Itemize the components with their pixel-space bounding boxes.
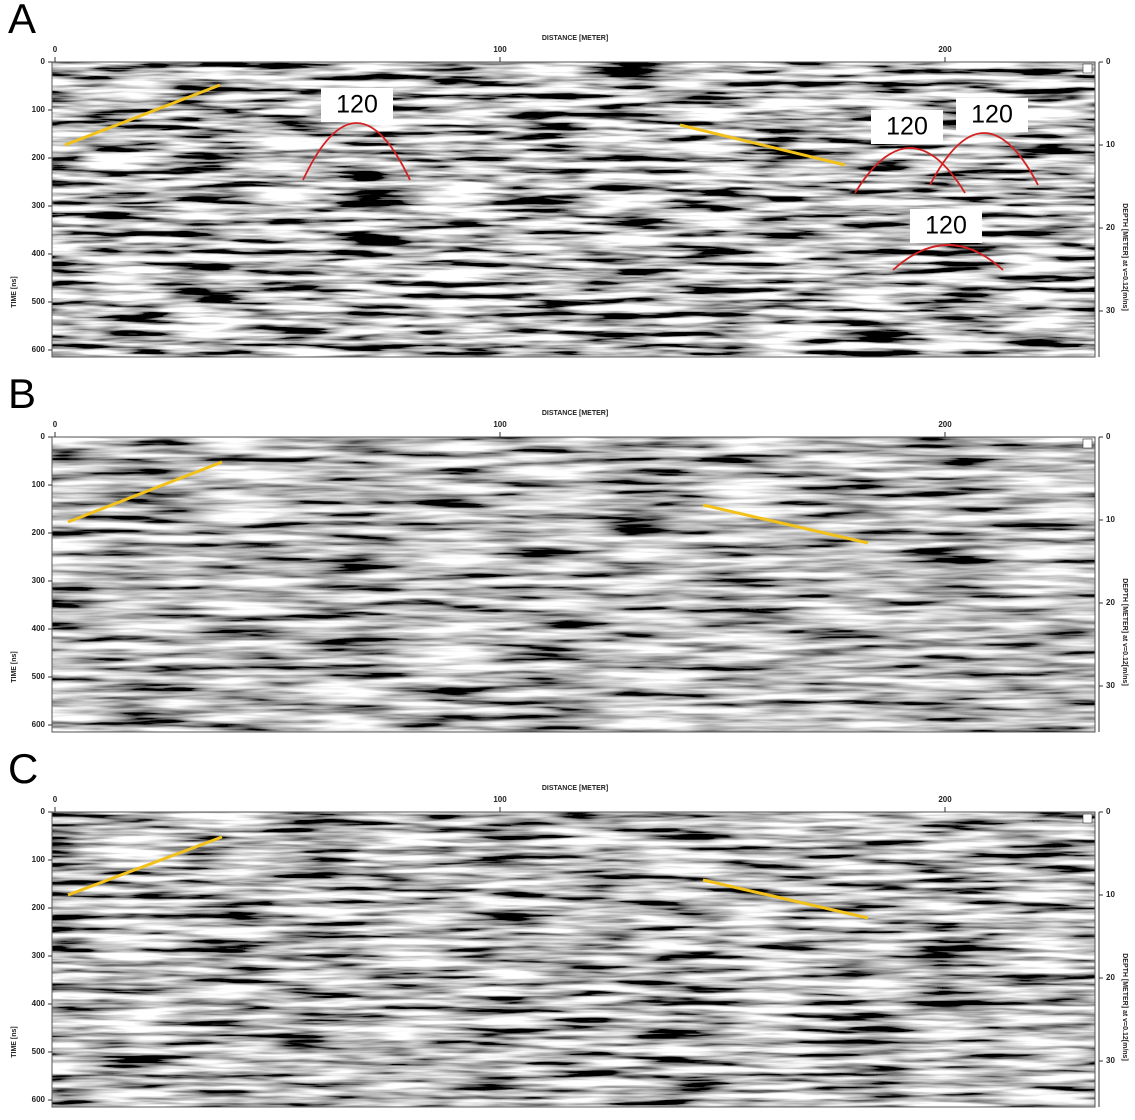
y-tick-label: 0 [41,807,46,816]
y-axis-label: TIME [ns] [11,651,18,683]
x-tick-label: 200 [938,795,952,804]
annotation-box [910,209,982,243]
y2-tick-label: 0 [1106,432,1111,441]
y-tick-label: 100 [32,105,46,114]
y-tick-label: 200 [32,153,46,162]
x-tick-label: 100 [493,420,507,429]
y2-tick-label: 0 [1106,57,1111,66]
y2-tick-label: 20 [1106,223,1115,232]
reflector-line [702,503,869,545]
y2-axis-label: DEPTH [METER] at v=0.12[m/ns] [1121,578,1128,686]
x-tick-label: 100 [493,45,507,54]
y-axis-label: TIME [ns] [11,1026,18,1058]
annotation-box [956,98,1028,132]
y-axis-label: TIME [ns] [11,276,18,308]
y2-tick-label: 30 [1106,681,1115,690]
reflector-line [67,460,223,524]
annotation: 120 [925,212,967,240]
y-tick-label: 500 [32,672,46,681]
plot-frame [51,436,1096,733]
corner-box [1082,63,1093,74]
panel-label: A [8,0,36,42]
x-axis-label: DISTANCE [METER] [542,785,608,792]
y-tick-label: 300 [32,951,46,960]
x-tick-label: 100 [493,795,507,804]
y2-tick-label: 10 [1106,515,1115,524]
y2-tick-label: 20 [1106,598,1115,607]
radargram [52,437,1095,732]
annotation: 120 [971,101,1013,129]
y2-tick-label: 10 [1106,890,1115,899]
reflector-line [64,83,221,147]
y-tick-label: 500 [32,1047,46,1056]
plot-frame [51,811,1096,1108]
x-tick-label: 0 [53,45,58,54]
panel: C DISTANCE [METER]0 100 2000100200300400500… [8,745,1128,1108]
y2-tick-label: 30 [1106,1056,1115,1065]
panel: A DISTANCE [METER]0 100 2000100200300400500… [8,0,1128,358]
x-axis-label: DISTANCE [METER] [542,35,608,42]
y-tick-label: 100 [32,480,46,489]
annotation-box [871,110,943,144]
y2-tick-label: 20 [1106,973,1115,982]
panel-label: B [8,370,36,417]
reflector-line [679,123,846,167]
x-tick-label: 200 [938,420,952,429]
x-axis-label: DISTANCE [METER] [542,410,608,417]
y2-tick-label: 10 [1106,140,1115,149]
panel-label: C [8,745,38,792]
y-tick-label: 400 [32,999,46,1008]
y-tick-label: 300 [32,576,46,585]
corner-box [1082,813,1093,824]
y2-tick-label: 0 [1106,807,1111,816]
hyperbola [302,122,411,181]
y2-axis-label: DEPTH [METER] at v=0.12[m/ns] [1121,953,1128,1061]
hyperbola [929,132,1039,186]
panel: B DISTANCE [METER]0 100 2000100200300400500… [8,370,1128,733]
annotation-box [321,88,393,122]
x-tick-label: 0 [53,795,58,804]
y-tick-label: 200 [32,528,46,537]
hyperbola [892,244,1004,271]
y-tick-label: 400 [32,624,46,633]
hyperbola [854,147,966,194]
y-tick-label: 600 [32,1095,46,1104]
y-tick-label: 100 [32,855,46,864]
reflector-line [702,878,869,920]
radargram [52,812,1095,1107]
annotation: 120 [336,91,378,119]
y-tick-label: 0 [41,432,46,441]
y-tick-label: 500 [32,297,46,306]
y2-axis-label: DEPTH [METER] at v=0.12[m/ns] [1121,203,1128,311]
y-tick-label: 600 [32,345,46,354]
y-tick-label: 400 [32,249,46,258]
plot-frame [51,61,1096,358]
y-tick-label: 200 [32,903,46,912]
reflector-line [67,835,223,897]
y-tick-label: 0 [41,57,46,66]
corner-box [1082,438,1093,449]
y-tick-label: 300 [32,201,46,210]
y-tick-label: 600 [32,720,46,729]
x-tick-label: 200 [938,45,952,54]
x-tick-label: 0 [53,420,58,429]
y2-tick-label: 30 [1106,306,1115,315]
annotation: 120 [886,113,928,141]
